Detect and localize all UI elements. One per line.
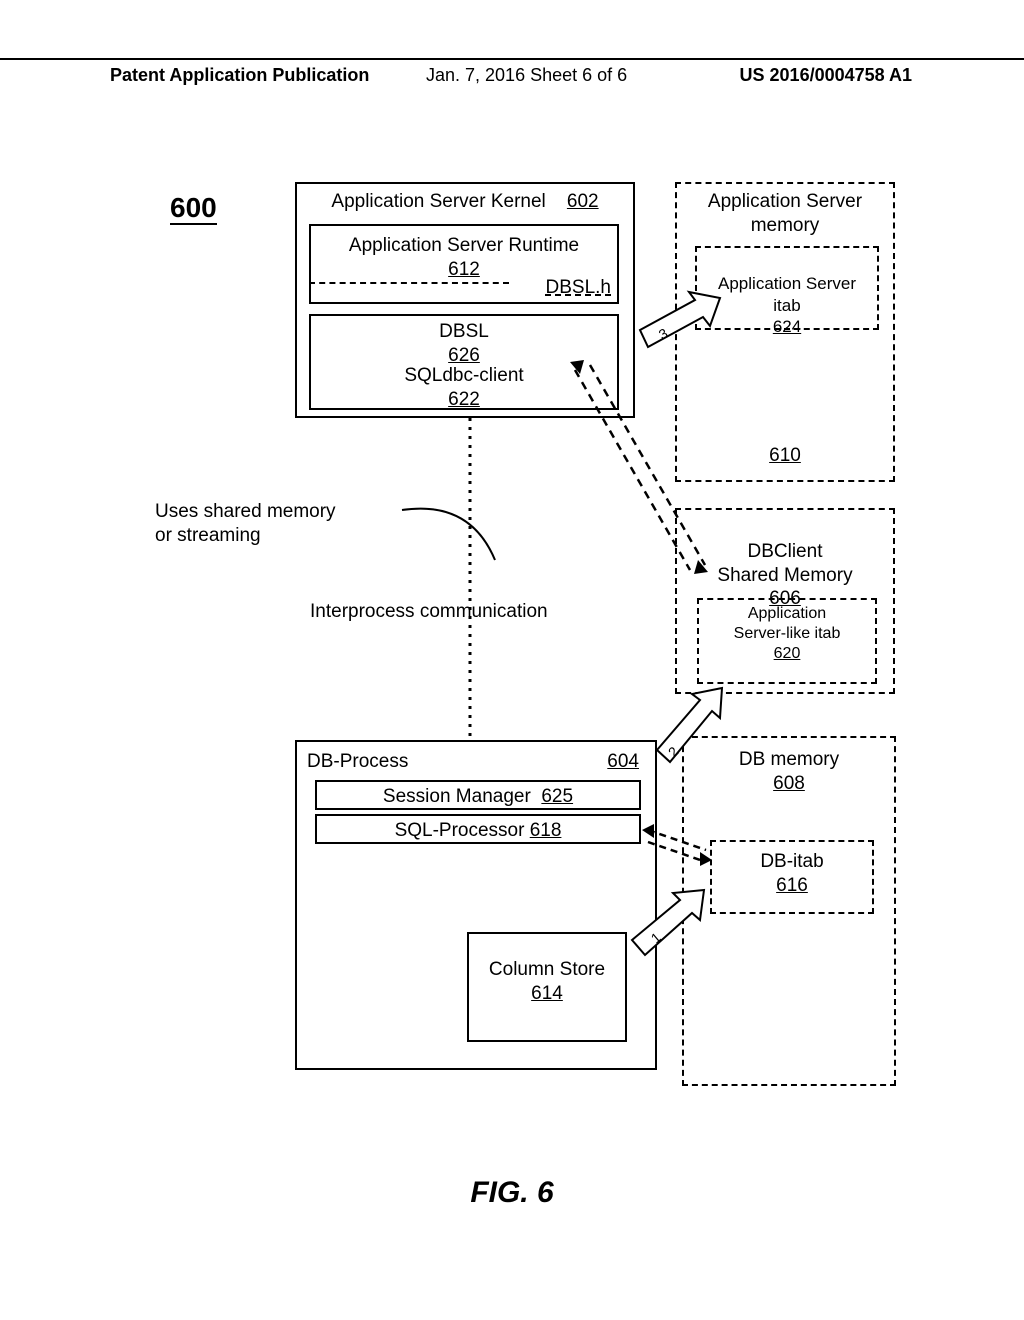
as-memory-num: 610 <box>677 444 893 468</box>
shared-memory-note: Uses shared memory or streaming <box>155 500 405 548</box>
runtime-label: Application Server Runtime612 <box>311 234 617 282</box>
dbitab-box: DB-itab616 <box>710 840 874 914</box>
session-box: Session Manager 625 <box>315 780 641 810</box>
colstore-label: Column Store614 <box>469 958 625 1006</box>
dbclient-title: DBClient Shared Memory606 <box>677 516 893 611</box>
as-itab-box: Application Server itab624 <box>695 246 879 330</box>
dbitab-label: DB-itab616 <box>712 850 872 898</box>
dbsl-h-label: DBSL.h <box>546 276 611 300</box>
dbclient-box: DBClient Shared Memory606 Application Se… <box>675 508 895 694</box>
dbprocess-num: 604 <box>607 750 639 774</box>
as-itab-label: Application Server itab624 <box>697 252 877 337</box>
dbsl-box: DBSL626 SQLdbc-client622 <box>309 314 619 410</box>
dbprocess-title: DB-Process <box>307 750 408 774</box>
runtime-box: Application Server Runtime612 DBSL.h <box>309 224 619 304</box>
sqldbc-label: SQLdbc-client622 <box>311 364 617 412</box>
header-rule <box>0 58 1024 60</box>
kernel-title: Application Server Kernel 602 <box>297 190 633 214</box>
kernel-box: Application Server Kernel 602 Applicatio… <box>295 182 635 418</box>
diagram-ref: 600 <box>170 190 217 225</box>
as-like-itab-label: Application Server-like itab620 <box>699 604 875 664</box>
as-memory-title: Application Server memory <box>677 190 893 238</box>
as-memory-box: Application Server memory Application Se… <box>675 182 895 482</box>
header-mid: Jan. 7, 2016 Sheet 6 of 6 <box>426 65 627 86</box>
dbmemory-title: DB memory608 <box>684 748 894 796</box>
svg-text:2: 2 <box>665 743 682 760</box>
dbprocess-box: DB-Process 604 Session Manager 625 SQL-P… <box>295 740 657 1070</box>
figure-caption: FIG. 6 <box>0 1176 1024 1210</box>
dbsl-label: DBSL626 <box>311 320 617 368</box>
dbmemory-box: DB memory608 DB-itab616 <box>682 736 896 1086</box>
ipc-label: Interprocess communication <box>310 600 548 624</box>
session-label: Session Manager 625 <box>317 785 639 809</box>
sqlproc-label: SQL-Processor 618 <box>317 819 639 843</box>
header-left: Patent Application Publication <box>110 65 369 86</box>
header-right: US 2016/0004758 A1 <box>740 65 912 86</box>
sqlproc-box: SQL-Processor 618 <box>315 814 641 844</box>
architecture-diagram: 600 Application Server Kernel 602 Applic… <box>100 170 924 1130</box>
svg-text:3: 3 <box>656 325 671 343</box>
as-like-itab-box: Application Server-like itab620 <box>697 598 877 684</box>
colstore-box: Column Store614 <box>467 932 627 1042</box>
